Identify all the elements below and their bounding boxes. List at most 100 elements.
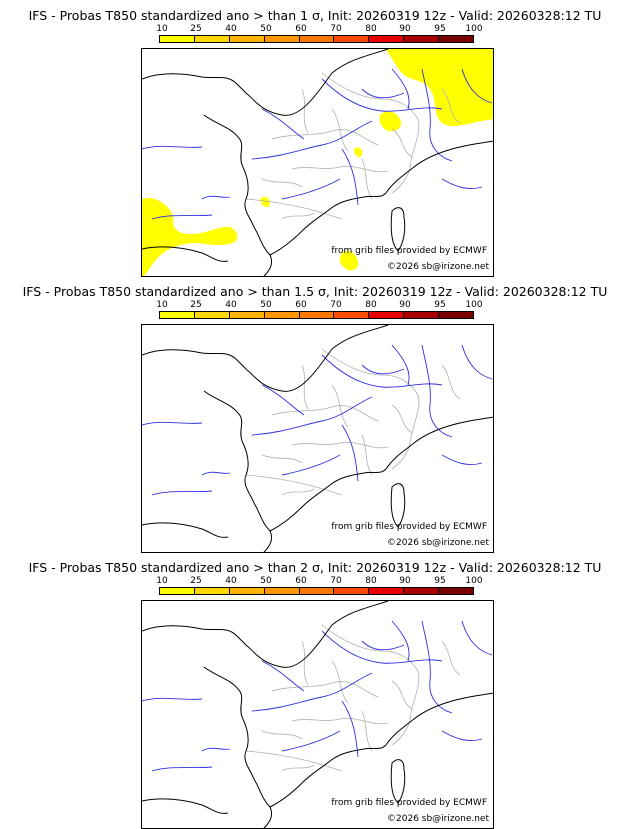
river: [142, 421, 203, 426]
river: [201, 747, 231, 752]
probability-area: [386, 49, 493, 127]
colorbar-cell: [229, 36, 265, 42]
admin-border: [321, 624, 420, 746]
colorbar-tick-label: 90: [399, 24, 411, 34]
source-credit: from grib files provided by ECMWF: [331, 246, 487, 256]
colorbar: [159, 35, 474, 43]
colorbar-tick-label: 50: [260, 300, 272, 310]
colorbar-tick-label: 80: [365, 300, 377, 310]
admin-border: [361, 434, 373, 476]
admin-border: [301, 88, 309, 134]
colorbar-cell: [404, 312, 440, 318]
river: [251, 396, 373, 436]
admin-border: [441, 364, 461, 400]
river: [261, 660, 305, 692]
river: [321, 630, 443, 664]
admin-border: [291, 717, 389, 725]
colorbar-tick-label: 95: [434, 300, 446, 310]
river: [251, 672, 373, 712]
colorbar: [159, 587, 474, 595]
river: [321, 78, 443, 112]
colorbar-tick-label: 95: [434, 24, 446, 34]
admin-border: [261, 178, 303, 188]
colorbar-cell: [194, 312, 230, 318]
source-credit: from grib files provided by ECMWF: [331, 522, 487, 532]
probability-map: from grib files provided by ECMWF ©2026 …: [141, 600, 494, 829]
river: [151, 490, 213, 496]
admin-border: [245, 750, 343, 772]
river: [361, 640, 405, 651]
admin-border: [271, 681, 379, 698]
colorbar-tick-label: 25: [190, 300, 202, 310]
colorbar-cell: [299, 36, 335, 42]
colorbar-tick-label: 95: [434, 576, 446, 586]
colorbar-tick-label: 25: [190, 24, 202, 34]
colorbar-tick-label: 10: [156, 24, 168, 34]
admin-border: [261, 454, 303, 464]
probability-area: [142, 198, 238, 276]
river: [441, 178, 483, 190]
corsica-coastline: [390, 759, 406, 804]
river: [341, 424, 359, 482]
admin-border: [291, 441, 389, 449]
colorbar-tick-label: 40: [225, 300, 237, 310]
coastline: [142, 246, 229, 262]
river: [261, 108, 305, 140]
colorbar-cell: [334, 588, 370, 594]
probability-area: [379, 111, 402, 132]
copyright-label: ©2026 sb@irizone.net: [387, 262, 489, 272]
admin-border: [331, 660, 349, 704]
river: [391, 68, 410, 110]
colorbar-tick-label: 70: [330, 300, 342, 310]
colorbar-cell: [160, 312, 195, 318]
river: [201, 471, 231, 476]
colorbar-cell: [334, 36, 370, 42]
coastline: [142, 522, 229, 538]
river: [441, 730, 483, 742]
coastline: [142, 601, 389, 668]
map-drawing: [142, 49, 493, 276]
admin-border: [361, 158, 373, 200]
colorbar-cell: [439, 36, 474, 42]
forecast-panel-2: IFS - Probas T850 standardized ano > tha…: [0, 276, 630, 553]
coastline: [269, 744, 387, 808]
admin-border: [291, 165, 389, 173]
river: [421, 344, 453, 438]
river: [391, 344, 410, 386]
admin-border: [361, 710, 373, 752]
admin-border: [331, 384, 349, 428]
colorbar-tick-label: 40: [225, 576, 237, 586]
admin-border: [391, 128, 413, 158]
coastline: [385, 140, 493, 194]
colorbar-cell: [160, 588, 195, 594]
admin-border: [245, 198, 343, 220]
colorbar-cell: [264, 36, 300, 42]
colorbar-labels: 10 25 40 50 60 70 80 90 95 100: [140, 576, 490, 586]
coastline: [385, 692, 493, 746]
coastline: [269, 192, 387, 256]
river: [201, 195, 231, 200]
river: [321, 354, 443, 388]
colorbar-cell: [404, 36, 440, 42]
colorbar-tick-label: 100: [465, 300, 483, 310]
colorbar-tick-label: 60: [295, 576, 307, 586]
colorbar-cell: [369, 36, 405, 42]
admin-border: [321, 348, 420, 470]
river: [281, 454, 341, 476]
probability-area: [339, 250, 359, 271]
river: [461, 68, 493, 104]
admin-border: [301, 364, 309, 410]
colorbar-tick-label: 100: [465, 576, 483, 586]
colorbar-tick-label: 90: [399, 300, 411, 310]
colorbar: [159, 311, 474, 319]
copyright-label: ©2026 sb@irizone.net: [387, 814, 489, 824]
river: [461, 344, 493, 380]
river: [341, 148, 359, 206]
admin-border: [321, 72, 420, 194]
river: [151, 766, 213, 772]
colorbar-cell: [369, 312, 405, 318]
river: [421, 68, 453, 162]
river: [261, 384, 305, 416]
colorbar-cell: [264, 588, 300, 594]
colorbar-tick-label: 80: [365, 24, 377, 34]
